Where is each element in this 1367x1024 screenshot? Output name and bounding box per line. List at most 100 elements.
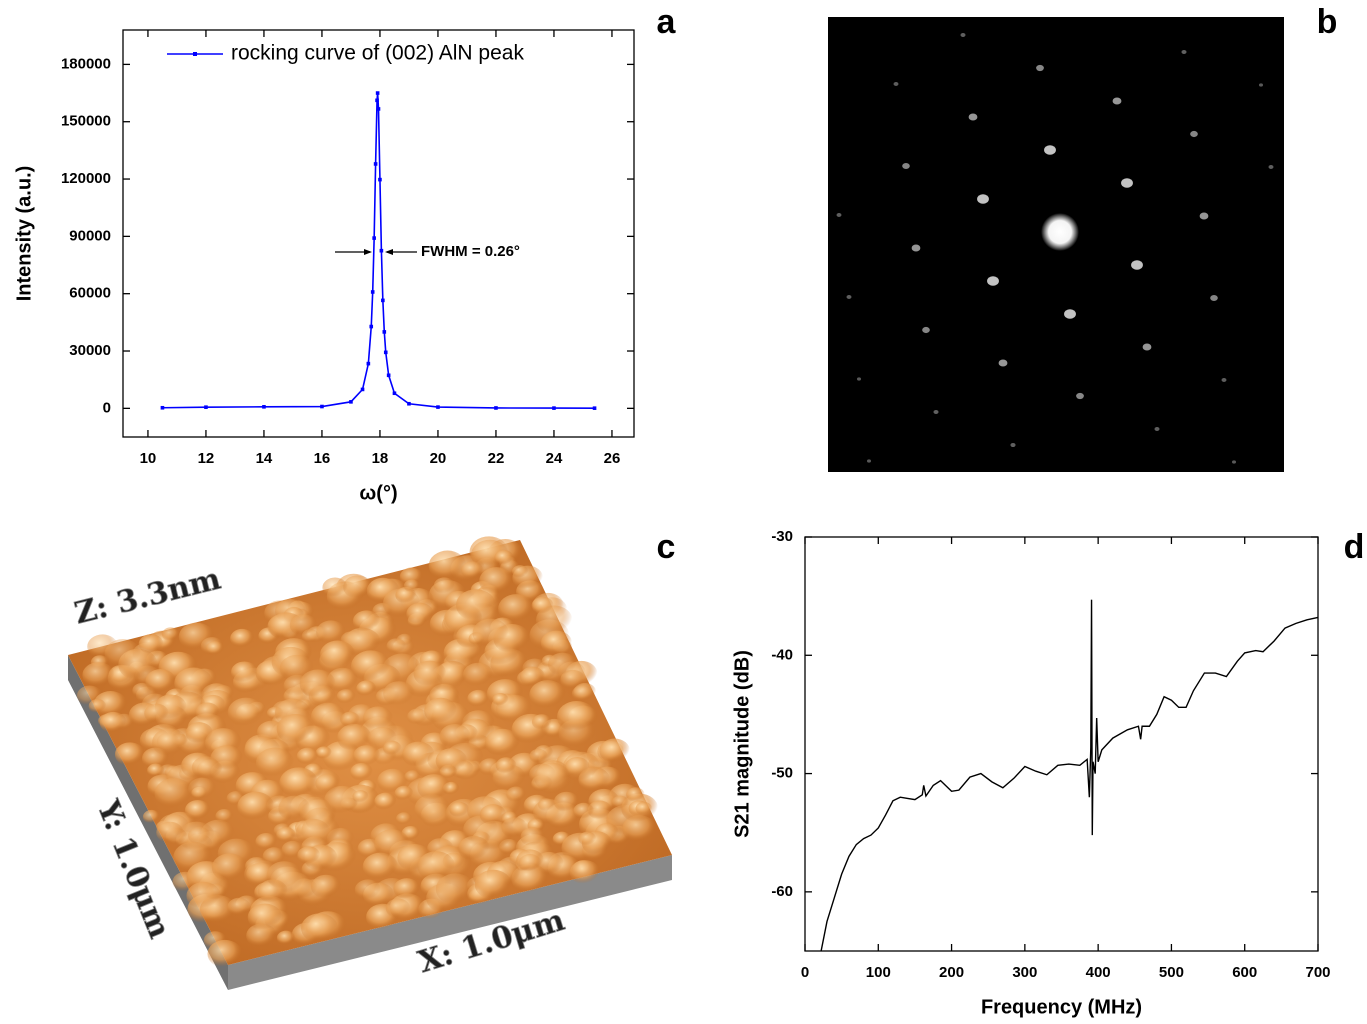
afm-image bbox=[68, 536, 672, 990]
afm-grain bbox=[310, 874, 342, 899]
data-marker bbox=[369, 324, 374, 329]
afm-grain bbox=[474, 869, 512, 900]
y-tick-label: -60 bbox=[771, 883, 793, 900]
y-tick-label: 0 bbox=[103, 399, 111, 416]
x-tick-label: 300 bbox=[1012, 964, 1037, 981]
spot bbox=[933, 409, 939, 415]
afm-grain bbox=[462, 662, 494, 688]
spot bbox=[911, 244, 921, 252]
afm-grain bbox=[152, 728, 188, 757]
spot bbox=[1259, 83, 1263, 87]
afm-grain bbox=[492, 693, 509, 707]
y-tick-label: 150000 bbox=[61, 113, 111, 130]
afm-grain bbox=[362, 706, 394, 731]
afm-grain bbox=[626, 787, 645, 803]
spot bbox=[867, 459, 871, 463]
afm-grain bbox=[435, 748, 468, 774]
afm-grain bbox=[255, 832, 278, 851]
spot bbox=[1131, 260, 1143, 270]
data-line bbox=[820, 599, 1319, 952]
afm-grain bbox=[564, 757, 590, 777]
afm-grain bbox=[311, 702, 346, 731]
afm-grain bbox=[205, 641, 225, 656]
spot bbox=[1190, 130, 1198, 138]
afm-grain bbox=[433, 577, 455, 595]
afm-grain bbox=[230, 661, 259, 684]
data-marker bbox=[494, 406, 498, 410]
afm-grain bbox=[460, 561, 484, 580]
plot-frame bbox=[804, 536, 1319, 952]
afm-grain bbox=[386, 638, 407, 655]
x-tick-label: 18 bbox=[372, 450, 389, 467]
x-tick-label: 200 bbox=[939, 964, 964, 981]
spot bbox=[1142, 343, 1152, 351]
spot bbox=[998, 359, 1008, 367]
afm-grain bbox=[436, 660, 469, 687]
x-tick-label: 0 bbox=[801, 964, 809, 981]
afm-grain bbox=[383, 681, 415, 707]
afm-grain bbox=[611, 795, 629, 810]
spot bbox=[836, 213, 842, 217]
afm-grain bbox=[156, 821, 184, 844]
spot bbox=[857, 377, 861, 381]
data-marker bbox=[370, 290, 375, 294]
spot bbox=[1181, 49, 1187, 55]
afm-grain bbox=[142, 809, 161, 824]
afm-grain bbox=[498, 594, 535, 624]
y-tick-label: -40 bbox=[771, 646, 793, 663]
afm-grain bbox=[352, 790, 369, 804]
afm-grain bbox=[538, 798, 555, 812]
data-marker bbox=[366, 361, 371, 366]
spot bbox=[1199, 212, 1209, 220]
afm-grain bbox=[262, 847, 286, 866]
panel-label: a bbox=[657, 3, 677, 41]
data-marker bbox=[320, 404, 324, 409]
afm-grain bbox=[553, 791, 580, 813]
afm-grain bbox=[278, 795, 311, 822]
afm-grain bbox=[406, 602, 434, 625]
legend-label: rocking curve of (002) AlN peak bbox=[231, 42, 524, 65]
afm-grain bbox=[279, 654, 315, 683]
data-marker bbox=[360, 387, 365, 392]
afm-grain bbox=[511, 863, 549, 894]
afm-grain bbox=[569, 860, 601, 885]
afm-grain bbox=[322, 577, 348, 598]
legend-marker bbox=[193, 52, 197, 56]
x-tick-label: 22 bbox=[488, 450, 505, 467]
afm-grain bbox=[417, 851, 456, 882]
afm-grain bbox=[227, 897, 251, 917]
afm-grain bbox=[417, 774, 451, 801]
y-axis-label: Intensity (a.u.) bbox=[13, 166, 35, 302]
x-tick-label: 12 bbox=[198, 450, 215, 467]
afm-grain bbox=[319, 640, 356, 669]
afm-grain bbox=[186, 881, 221, 910]
spot bbox=[1036, 64, 1044, 72]
afm-grain bbox=[82, 662, 115, 689]
afm-grain bbox=[184, 799, 211, 821]
x-tick-label: 24 bbox=[546, 450, 563, 467]
afm-grain bbox=[138, 634, 164, 655]
spot bbox=[893, 82, 899, 86]
y-tick-label: 60000 bbox=[69, 285, 111, 302]
data-marker bbox=[349, 400, 353, 404]
x-axis-label: Frequency (MHz) bbox=[981, 996, 1142, 1018]
afm-grain bbox=[529, 748, 548, 764]
afm-grain bbox=[276, 714, 315, 745]
afm-grain bbox=[479, 804, 507, 826]
spot bbox=[1232, 460, 1236, 464]
data-marker bbox=[379, 248, 384, 253]
panel-label: d bbox=[1344, 528, 1365, 566]
afm-grain bbox=[297, 846, 321, 865]
x-tick-label: 16 bbox=[314, 450, 331, 467]
afm-grain bbox=[478, 758, 502, 777]
spot bbox=[1010, 442, 1016, 448]
afm-grain bbox=[439, 723, 471, 749]
central-spot bbox=[1041, 213, 1079, 251]
afm-grain bbox=[449, 801, 470, 818]
afm-grain bbox=[207, 939, 243, 968]
afm-grain bbox=[467, 689, 490, 708]
spot bbox=[1064, 309, 1076, 319]
afm-grain bbox=[599, 738, 631, 764]
spot bbox=[1121, 178, 1133, 188]
plot-frame bbox=[122, 29, 635, 438]
